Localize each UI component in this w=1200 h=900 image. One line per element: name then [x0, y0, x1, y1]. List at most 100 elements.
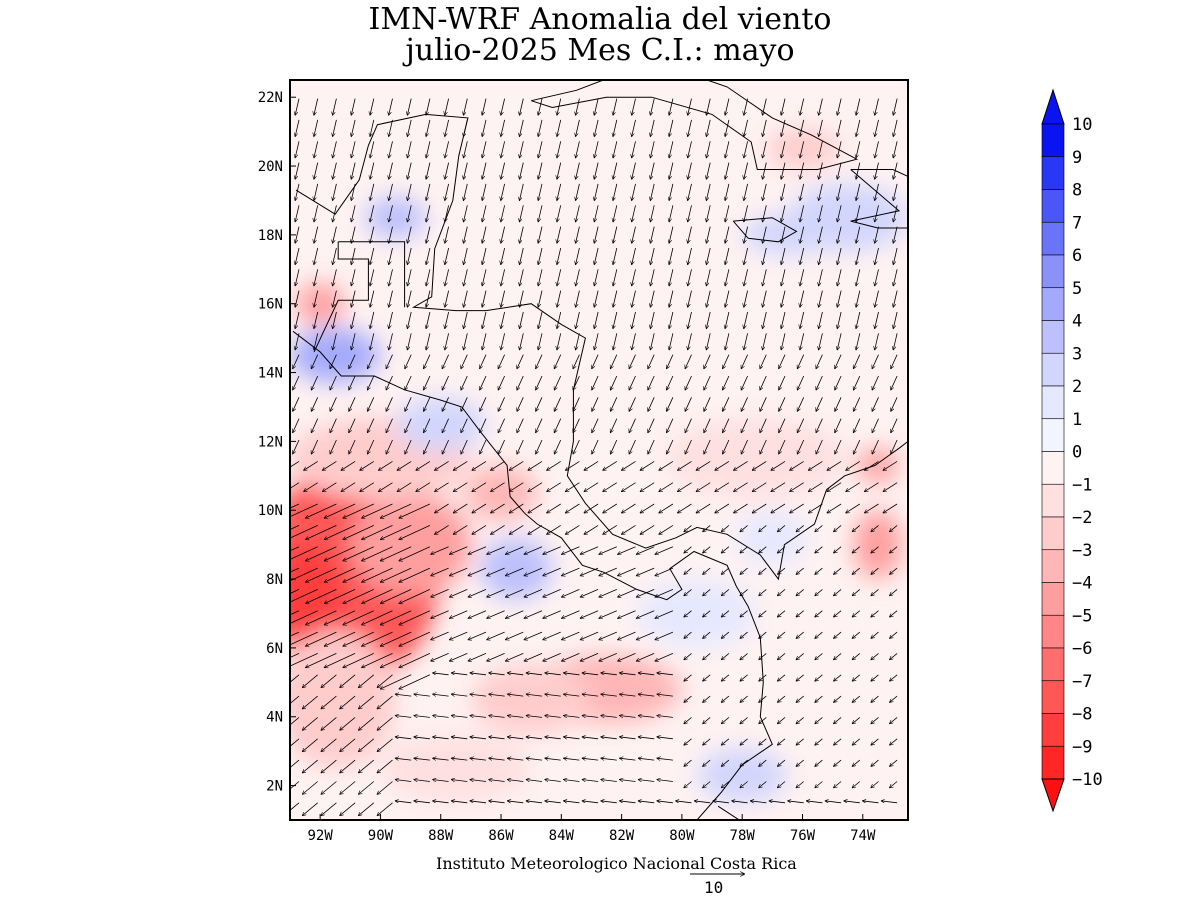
wind-vector — [613, 311, 618, 329]
wind-vector — [725, 333, 730, 350]
wind-vector — [815, 781, 823, 789]
wind-vector — [787, 801, 804, 803]
wind-vector — [432, 758, 449, 760]
wind-vector — [721, 525, 730, 532]
lat-tick-label: 16N — [258, 297, 283, 313]
wind-vector — [538, 226, 543, 244]
wind-vector — [470, 801, 487, 803]
wind-vector — [815, 589, 823, 596]
wind-vector — [507, 716, 524, 718]
wind-vector — [505, 631, 524, 640]
wind-vector — [377, 738, 393, 752]
wind-vector — [781, 311, 786, 329]
wind-vector — [702, 546, 711, 554]
wind-vector — [800, 247, 805, 265]
wind-vector — [426, 141, 431, 158]
wind-vector — [488, 737, 505, 739]
wind-vector — [640, 503, 655, 513]
wind-vector — [554, 354, 562, 369]
wind-vector — [694, 801, 711, 803]
wind-vector — [361, 525, 393, 539]
wind-vector — [815, 717, 823, 724]
wind-vector — [580, 546, 599, 555]
wind-vector — [599, 567, 617, 576]
wind-vector — [835, 439, 842, 454]
wind-vector — [610, 418, 618, 433]
wind-vector — [741, 418, 748, 433]
wind-vector — [669, 333, 674, 350]
wind-vector — [722, 354, 730, 369]
wind-vector — [303, 482, 318, 492]
wind-vector — [545, 716, 561, 718]
wind-vector — [293, 354, 300, 369]
wind-vector — [856, 247, 861, 265]
wind-vector — [380, 503, 412, 518]
wind-vector — [451, 780, 468, 782]
wind-vector — [330, 439, 337, 454]
wind-vector — [430, 631, 449, 640]
wind-vector — [528, 525, 543, 534]
wind-vector — [779, 439, 786, 454]
colorbar-label: −2 — [1072, 508, 1092, 528]
wind-vector — [669, 141, 674, 158]
wind-vector — [480, 375, 487, 390]
wind-vector — [557, 269, 562, 286]
wind-vector — [760, 354, 767, 369]
anomaly-patch — [290, 327, 381, 383]
wind-vector — [648, 418, 655, 433]
wind-vector — [893, 183, 898, 201]
wind-vector — [875, 226, 879, 244]
wind-vector — [380, 546, 412, 561]
wind-vector — [524, 610, 543, 619]
wind-vector — [655, 589, 674, 597]
wind-vector — [777, 653, 786, 660]
wind-vector — [852, 589, 861, 596]
wind-vector — [463, 141, 468, 158]
wind-vector — [702, 525, 711, 532]
wind-vector — [650, 290, 655, 308]
wind-vector — [343, 525, 374, 539]
wind-vector — [833, 738, 842, 746]
wind-vector — [702, 781, 711, 789]
wind-vector — [449, 546, 468, 555]
wind-vector — [361, 546, 393, 561]
wind-vector — [432, 673, 449, 675]
wind-vector — [715, 461, 730, 470]
wind-vector — [426, 269, 431, 286]
wind-vector — [638, 801, 655, 803]
wind-vector — [657, 694, 673, 696]
wind-vector — [875, 205, 879, 222]
wind-vector — [592, 354, 599, 369]
wind-vector — [592, 397, 599, 411]
wind-vector — [389, 290, 393, 308]
wind-vector — [576, 162, 580, 180]
wind-vector — [561, 631, 580, 640]
wind-vector — [565, 461, 580, 470]
wind-vector — [290, 653, 318, 667]
anomaly-patch — [464, 465, 538, 521]
wind-vector — [796, 567, 804, 575]
wind-vector — [389, 311, 393, 329]
wind-vector — [594, 311, 599, 329]
wind-vector — [769, 801, 786, 803]
wind-vector — [815, 738, 823, 746]
wind-vector — [367, 397, 375, 411]
wind-vector — [806, 801, 823, 803]
wind-vector — [594, 183, 599, 201]
wind-vector — [509, 461, 524, 470]
wind-vector — [816, 397, 823, 411]
wind-vector — [561, 589, 580, 597]
wind-vector — [632, 269, 636, 286]
wind-vector — [619, 758, 636, 760]
wind-vector — [781, 141, 786, 158]
wind-vector — [526, 801, 543, 803]
wind-vector — [538, 269, 543, 286]
wind-vector — [669, 290, 674, 308]
wind-vector — [650, 226, 655, 244]
wind-vector — [378, 461, 393, 470]
wind-vector — [526, 737, 543, 739]
wind-vector — [740, 674, 748, 682]
wind-vector — [846, 482, 861, 492]
wind-vector — [666, 439, 674, 454]
wind-vector — [416, 461, 431, 470]
